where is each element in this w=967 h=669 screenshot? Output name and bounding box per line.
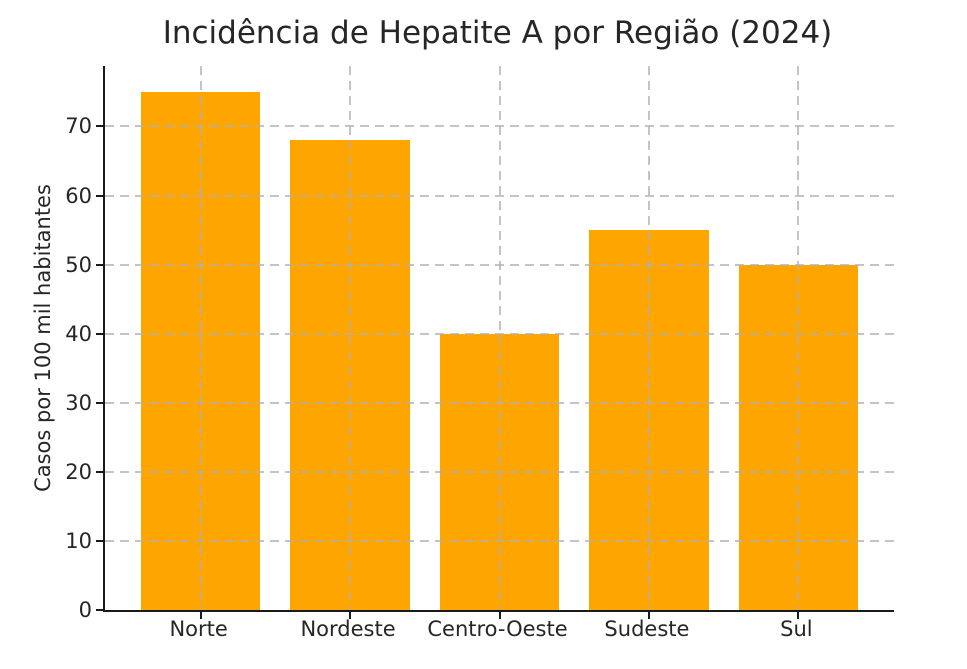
bar-sudeste xyxy=(589,230,709,610)
x-axis-tick-mark xyxy=(498,612,501,619)
x-axis-tick-mark xyxy=(199,612,202,619)
y-axis-tick-labels: 0 10 20 30 40 50 60 70 xyxy=(0,66,92,622)
chart-title: Incidência de Hepatite A por Região (202… xyxy=(162,15,833,51)
y-axis-tick-mark xyxy=(96,194,103,197)
y-tick-label: 60 xyxy=(65,183,92,208)
y-axis-tick-mark xyxy=(96,125,103,128)
x-axis-tick-labels: Norte Nordeste Centro-Oeste Sudeste Sul xyxy=(103,617,892,649)
y-tick-label: 40 xyxy=(65,321,92,346)
y-tick-label: 20 xyxy=(65,459,92,484)
x-tick-label: Nordeste xyxy=(300,617,396,641)
y-axis-tick-mark xyxy=(96,609,103,611)
y-tick-label: 50 xyxy=(65,252,92,277)
y-axis-tick-mark xyxy=(96,332,103,335)
x-axis-tick-mark xyxy=(349,612,352,619)
bar-nordeste xyxy=(290,140,410,610)
y-tick-label: 70 xyxy=(65,114,92,139)
y-axis-tick-mark xyxy=(96,263,103,266)
x-tick-label: Sudeste xyxy=(604,617,690,641)
x-axis-tick-mark xyxy=(647,612,650,619)
x-axis-tick-mark xyxy=(797,612,800,619)
y-tick-label: 0 xyxy=(78,598,92,622)
y-tick-label: 30 xyxy=(65,390,92,415)
x-tick-label: Sul xyxy=(780,617,813,641)
plot-area xyxy=(96,66,894,619)
x-tick-label: Norte xyxy=(169,617,228,641)
bar-centro-oeste xyxy=(439,333,560,610)
bar-sul xyxy=(738,264,859,610)
x-tick-label: Centro-Oeste xyxy=(427,617,568,641)
bars-layer xyxy=(105,66,894,610)
y-axis-tick-mark xyxy=(96,470,103,473)
y-axis-tick-mark xyxy=(96,401,103,404)
bar-norte xyxy=(140,91,261,610)
y-axis-tick-mark xyxy=(96,539,103,542)
y-tick-label: 10 xyxy=(65,528,92,553)
